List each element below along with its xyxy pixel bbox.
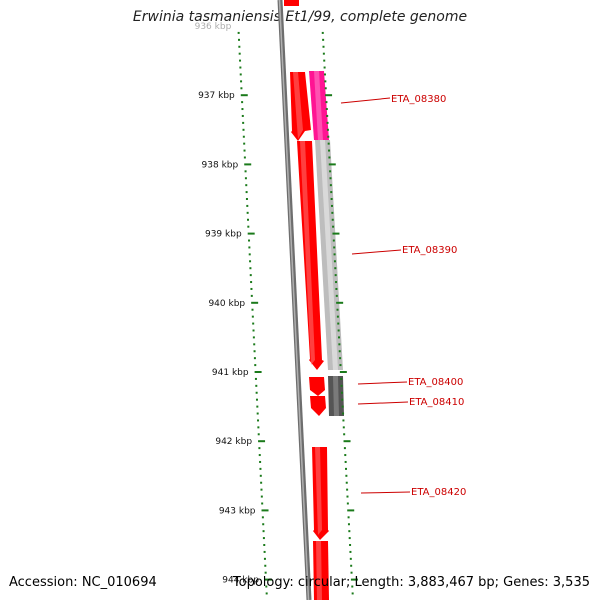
gene-label-connector [357,401,409,405]
outer-ruler [321,31,358,595]
kbp-labels: 936 kbp 937 kbp 938 kbp 939 kbp 940 kbp 941 k… [195,22,260,586]
accession-text: Accession: NC_010694 [9,575,157,590]
forward-gene-4 [310,396,326,416]
scale-ruler [237,31,272,595]
gene-label[interactable]: ETA_08400 [408,377,463,388]
genome-summary-text: Topology: circular; Length: 3,883,467 bp… [232,575,590,590]
gene-label[interactable]: ETA_08420 [411,487,466,498]
kbp-label: 944 kbp [222,576,259,586]
map-title: Erwinia tasmaniensis Et1/99, complete ge… [132,9,468,25]
gene-label[interactable]: ETA_08390 [402,245,457,256]
kbp-label: 937 kbp [198,91,235,101]
gene-track [284,0,344,600]
kbp-label: 936 kbp [195,22,232,32]
kbp-label: 939 kbp [205,230,242,240]
gene-label-connector [357,381,408,385]
gene-labels: ETA_08380 ETA_08390 ETA_08400 ETA_08410 ETA_… [340,94,466,498]
gene-label[interactable]: ETA_08380 [391,94,446,105]
gene-label-connector [340,97,391,104]
forward-gene-partial-top [284,0,299,6]
kbp-label: 943 kbp [219,506,256,516]
kbp-label: 938 kbp [202,160,239,170]
gene-label-connector [360,491,411,494]
gene-label-connector [351,249,402,255]
kbp-label: 942 kbp [215,437,252,447]
kbp-label: 941 kbp [212,368,249,378]
forward-gene-3 [309,377,325,396]
gene-label[interactable]: ETA_08410 [409,397,464,408]
kbp-label: 940 kbp [208,299,245,309]
